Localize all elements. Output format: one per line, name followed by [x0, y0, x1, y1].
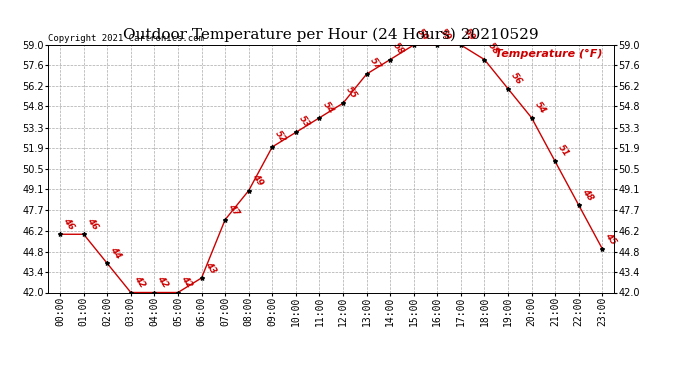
Point: [361, 71, 372, 77]
Text: 59: 59: [439, 27, 453, 42]
Text: 43: 43: [203, 260, 217, 275]
Text: 55: 55: [344, 85, 359, 100]
Point: [267, 144, 278, 150]
Point: [337, 100, 348, 106]
Point: [126, 290, 137, 296]
Point: [219, 217, 230, 223]
Text: 45: 45: [604, 231, 618, 246]
Text: 57: 57: [368, 56, 382, 71]
Text: 51: 51: [557, 143, 571, 159]
Text: 58: 58: [391, 41, 406, 57]
Text: 52: 52: [274, 129, 288, 144]
Point: [550, 159, 561, 165]
Point: [479, 57, 490, 63]
Point: [573, 202, 584, 208]
Text: Temperature (°F): Temperature (°F): [495, 49, 603, 59]
Text: 42: 42: [156, 274, 170, 290]
Text: 49: 49: [250, 172, 265, 188]
Text: 54: 54: [533, 100, 548, 115]
Text: 44: 44: [108, 245, 124, 261]
Point: [502, 86, 513, 92]
Text: 54: 54: [321, 100, 335, 115]
Point: [597, 246, 608, 252]
Text: Copyright 2021 Cartronics.com: Copyright 2021 Cartronics.com: [48, 33, 204, 42]
Text: 42: 42: [179, 274, 194, 290]
Text: 42: 42: [132, 274, 147, 290]
Point: [196, 275, 207, 281]
Text: 58: 58: [486, 41, 500, 57]
Text: 48: 48: [580, 187, 595, 202]
Text: 46: 46: [85, 216, 99, 231]
Point: [314, 115, 325, 121]
Point: [526, 115, 537, 121]
Point: [149, 290, 160, 296]
Text: 46: 46: [61, 216, 76, 231]
Point: [172, 290, 184, 296]
Point: [290, 129, 302, 135]
Point: [384, 57, 395, 63]
Point: [243, 188, 254, 194]
Text: 53: 53: [297, 114, 312, 130]
Point: [55, 231, 66, 237]
Point: [455, 42, 466, 48]
Title: Outdoor Temperature per Hour (24 Hours) 20210529: Outdoor Temperature per Hour (24 Hours) …: [124, 28, 539, 42]
Point: [432, 42, 443, 48]
Point: [78, 231, 89, 237]
Text: 47: 47: [226, 201, 241, 217]
Point: [101, 260, 112, 266]
Point: [408, 42, 420, 48]
Text: 56: 56: [509, 70, 524, 86]
Text: 59: 59: [462, 27, 477, 42]
Text: 59: 59: [415, 27, 430, 42]
